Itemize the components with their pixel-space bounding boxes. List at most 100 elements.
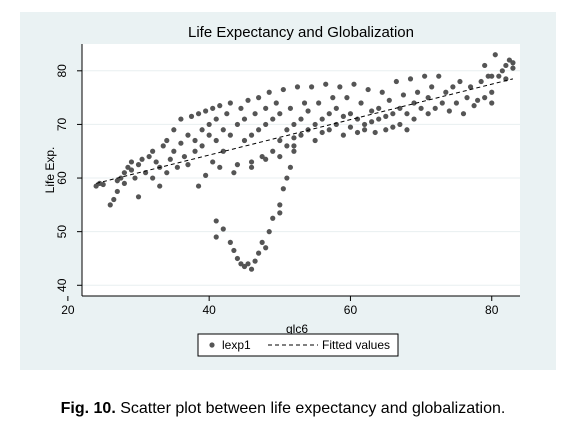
- scatter-point: [443, 89, 449, 95]
- scatter-point: [301, 100, 308, 106]
- scatter-point: [467, 84, 474, 90]
- scatter-point: [411, 100, 417, 106]
- scatter-point: [411, 116, 417, 122]
- figure-caption: Fig. 10. Scatter plot between life expec…: [0, 400, 566, 418]
- scatter-point: [308, 84, 315, 90]
- scatter-point: [390, 111, 396, 117]
- scatter-point: [263, 105, 269, 111]
- scatter-point: [263, 156, 269, 162]
- scatter-point: [241, 137, 248, 144]
- scatter-point: [460, 111, 467, 117]
- scatter-point: [234, 121, 241, 128]
- scatter-point: [422, 73, 428, 79]
- scatter-point: [344, 95, 350, 101]
- scatter-point: [132, 175, 138, 181]
- scatter-point: [291, 135, 297, 141]
- scatter-point: [121, 170, 127, 176]
- legend-label-fitted: Fitted values: [322, 338, 390, 352]
- scatter-point: [121, 180, 127, 187]
- scatter-point: [248, 159, 255, 165]
- scatter-point: [429, 84, 435, 90]
- scatter-point: [245, 97, 251, 103]
- scatter-point: [263, 121, 269, 128]
- fitted-line: [96, 78, 514, 184]
- scatter-point: [118, 175, 124, 181]
- scatter-point: [256, 250, 262, 256]
- y-tick-label: 70: [55, 117, 69, 131]
- scatter-point: [248, 132, 255, 138]
- scatter-point: [213, 218, 219, 224]
- scatter-point: [277, 210, 283, 216]
- scatter-point: [492, 52, 498, 58]
- scatter-point: [489, 100, 495, 106]
- scatter-point: [248, 164, 255, 170]
- scatter-point: [319, 129, 325, 136]
- scatter-point: [397, 121, 403, 128]
- scatter-point: [277, 153, 283, 160]
- scatter-point: [139, 156, 145, 162]
- scatter-point: [323, 81, 329, 87]
- scatter-point: [174, 164, 180, 170]
- scatter-point: [489, 89, 495, 95]
- scatter-point: [213, 116, 219, 122]
- scatter-point: [305, 108, 311, 114]
- scatter-point: [464, 95, 470, 101]
- scatter-point: [404, 127, 410, 133]
- x-tick-label: 60: [344, 303, 358, 317]
- scatter-point: [489, 73, 495, 79]
- scatter-point: [510, 65, 516, 71]
- scatter-point: [111, 196, 117, 203]
- scatter-point: [238, 261, 244, 267]
- caption-text: Scatter plot between life expectancy and…: [115, 400, 506, 417]
- scatter-point: [291, 148, 297, 154]
- scatter-point: [263, 245, 269, 251]
- scatter-point: [453, 100, 460, 106]
- scatter-point: [277, 111, 283, 117]
- scatter-point: [503, 62, 509, 69]
- scatter-point: [206, 121, 212, 128]
- scatter-point: [407, 76, 414, 82]
- scatter-point: [259, 239, 265, 245]
- scatter-point: [256, 127, 262, 133]
- scatter-point: [298, 132, 304, 138]
- scatter-point: [280, 186, 286, 192]
- legend-marker-lexp1: [209, 342, 215, 348]
- scatter-point: [386, 97, 392, 103]
- scatter-point: [400, 92, 407, 98]
- scatter-point: [128, 167, 135, 173]
- scatter-point: [150, 175, 156, 181]
- scatter-point: [457, 78, 463, 85]
- scatter-point: [181, 153, 188, 160]
- scatter-point: [213, 137, 219, 144]
- scatter-point: [330, 95, 336, 101]
- scatter-point: [146, 153, 152, 160]
- y-tick-label: 50: [55, 225, 69, 239]
- scatter-point: [256, 95, 262, 101]
- scatter-point: [160, 143, 166, 149]
- scatter-chart: 40 50 60 70 80 20 40 60 80 Life Expectancy and Gl…: [43, 24, 520, 357]
- scatter-point: [333, 105, 339, 111]
- scatter-point: [217, 164, 223, 170]
- scatter-point: [333, 121, 339, 128]
- chart-title: Life Expectancy and Globalization: [188, 24, 414, 41]
- scatter-point: [365, 86, 371, 93]
- scatter-point: [358, 100, 364, 106]
- scatter-point: [192, 148, 198, 154]
- scatter-point: [125, 164, 131, 170]
- scatter-point: [270, 148, 276, 154]
- scatter-point: [241, 263, 248, 270]
- scatter-point: [178, 140, 184, 146]
- scatter-point: [273, 100, 279, 106]
- scatter-point: [100, 181, 106, 188]
- scatter-point: [418, 105, 424, 111]
- scatter-point: [319, 116, 325, 122]
- scatter-point: [496, 73, 502, 79]
- plot-area: [82, 44, 520, 296]
- scatter-point: [316, 100, 322, 106]
- scatter-point: [167, 156, 173, 162]
- scatter-point: [210, 105, 216, 111]
- scatter-point: [287, 105, 294, 111]
- scatter-point: [227, 100, 233, 106]
- y-tick-label: 40: [55, 278, 69, 292]
- scatter-point: [369, 108, 375, 114]
